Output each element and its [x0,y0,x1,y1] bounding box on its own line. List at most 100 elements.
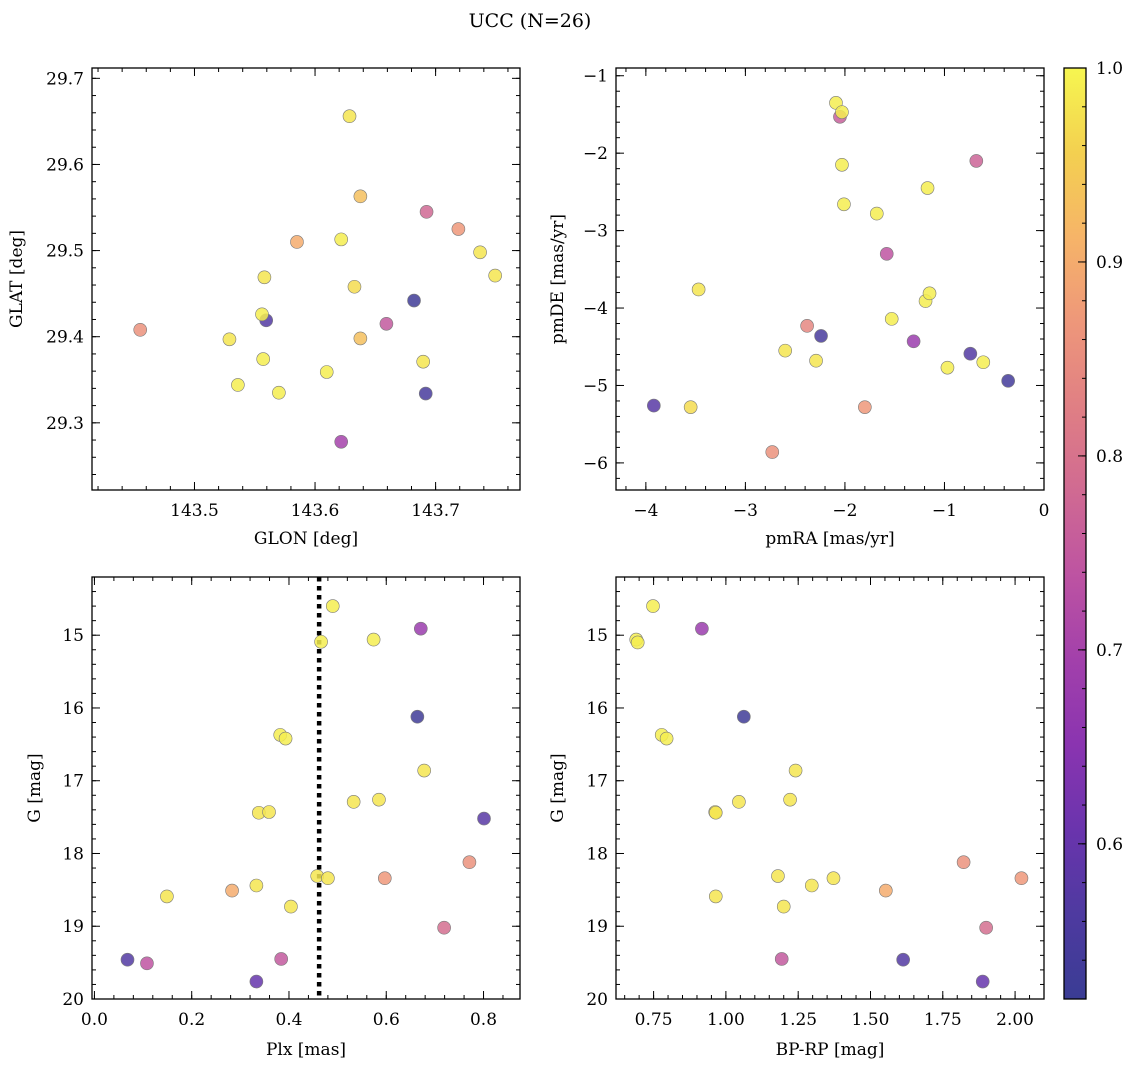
data-point [284,899,298,914]
y-tick-label-3: −3 [583,222,608,242]
y-tick-label-18: 18 [586,844,608,864]
y-axis-label: G [mag] [25,753,45,822]
colorbar: 0.6 0.7 0.8 0.9 1.0 [1063,59,1123,1000]
data-point [683,400,698,414]
data-point [419,205,434,219]
y-tick-label-20: 20 [62,990,84,1010]
colorbar-tick-label-1-0: 1.0 [1096,59,1123,79]
data-point [278,731,293,746]
y-tick-label-29-5: 29.5 [46,242,84,262]
data-point [366,632,381,647]
data-point [809,353,823,368]
x-tick-label-1-50: 1.50 [852,1010,890,1030]
x-tick-label-1-00: 1.00 [707,1010,745,1030]
y-tick-label-5: −5 [583,376,608,396]
data-point [783,792,797,807]
x-axis-label: BP-RP [mag] [776,1040,885,1060]
data-point [290,235,304,249]
data-point [630,635,645,650]
data-point [1001,374,1015,388]
x-tick-label-0-8: 0.8 [470,1010,497,1030]
colorbar-gradient [1064,68,1086,999]
data-point [765,445,780,459]
data-point [140,956,154,971]
data-point [377,871,392,886]
data-point [906,334,921,349]
x-tick-label-0-0: 0.0 [81,1010,108,1030]
data-point [879,883,893,898]
data-point [884,312,899,326]
data-point [835,105,849,119]
data-point [879,247,894,261]
data-point [963,346,978,361]
y-tick-label-19: 19 [586,917,608,937]
data-point [776,899,791,914]
data-point [133,323,148,337]
data-point [225,883,239,898]
data-point [800,319,814,333]
y-tick-label-17: 17 [586,772,608,792]
data-point [413,621,428,636]
x-tick-label-143-7: 143.7 [411,501,460,521]
data-point [956,855,971,870]
data-point [255,307,269,322]
plot-frame [615,67,1045,491]
data-point [353,331,368,346]
data-point [869,206,884,221]
x-tick-label-1-75: 1.75 [924,1010,962,1030]
data-point [222,332,237,347]
y-tick-label-20: 20 [586,990,608,1010]
y-axis-label: G [mag] [548,753,568,822]
colorbar-tick-label-0-6: 0.6 [1096,835,1123,855]
y-tick-label-18: 18 [62,844,84,864]
panel-bprp-g: 0.75 1.00 1.25 1.50 1.75 2.00 15 16 17 18 19 20 BP-R… [548,576,1045,1060]
data-point [353,189,368,204]
data-point [342,109,357,124]
data-point [347,279,362,294]
data-point [473,245,487,260]
y-tick-label-4: −4 [583,299,608,319]
plot-frame [91,576,521,1000]
y-tick-label-17: 17 [62,772,84,792]
x-tick-label-0: 0 [1039,501,1050,521]
data-point [272,385,286,400]
data-point [778,343,793,358]
data-point [708,889,723,904]
data-point [249,878,264,893]
data-point [416,354,430,369]
data-point [979,920,993,935]
data-point [976,355,991,370]
data-point [969,154,984,168]
x-tick-label-3: −3 [733,501,758,521]
data-point [732,795,746,809]
colorbar-tick-label-0-7: 0.7 [1096,641,1123,661]
data-point [488,268,502,283]
data-point [896,952,910,967]
data-point [1014,871,1029,886]
x-tick-label-0-2: 0.2 [178,1010,205,1030]
data-point [451,222,466,236]
data-point [437,920,451,935]
x-tick-label-2: −2 [832,501,857,521]
y-tick-label-19: 19 [62,917,84,937]
data-point [695,621,709,636]
x-tick-label-1-25: 1.25 [779,1010,817,1030]
data-point [647,398,661,413]
y-axis-label: pmDE [mas/yr] [548,214,568,344]
data-point [372,792,386,807]
panel-plx-g: 0.0 0.2 0.4 0.6 0.8 15 16 17 18 19 20 Plx [mas] G [m… [25,576,521,1060]
x-tick-label-0-75: 0.75 [635,1010,673,1030]
x-tick-label-0-4: 0.4 [275,1010,302,1030]
data-point [737,709,751,724]
data-point [314,634,328,649]
x-axis-label: pmRA [mas/yr] [765,529,894,549]
x-tick-label-4: −4 [633,501,658,521]
data-point [346,795,361,809]
data-point [858,400,872,414]
y-axis-label: GLAT [deg] [7,230,27,328]
data-point [826,871,841,886]
data-point [814,329,828,343]
colorbar-tick-label-0-8: 0.8 [1096,447,1123,467]
data-point [462,855,477,870]
data-point [321,871,335,886]
